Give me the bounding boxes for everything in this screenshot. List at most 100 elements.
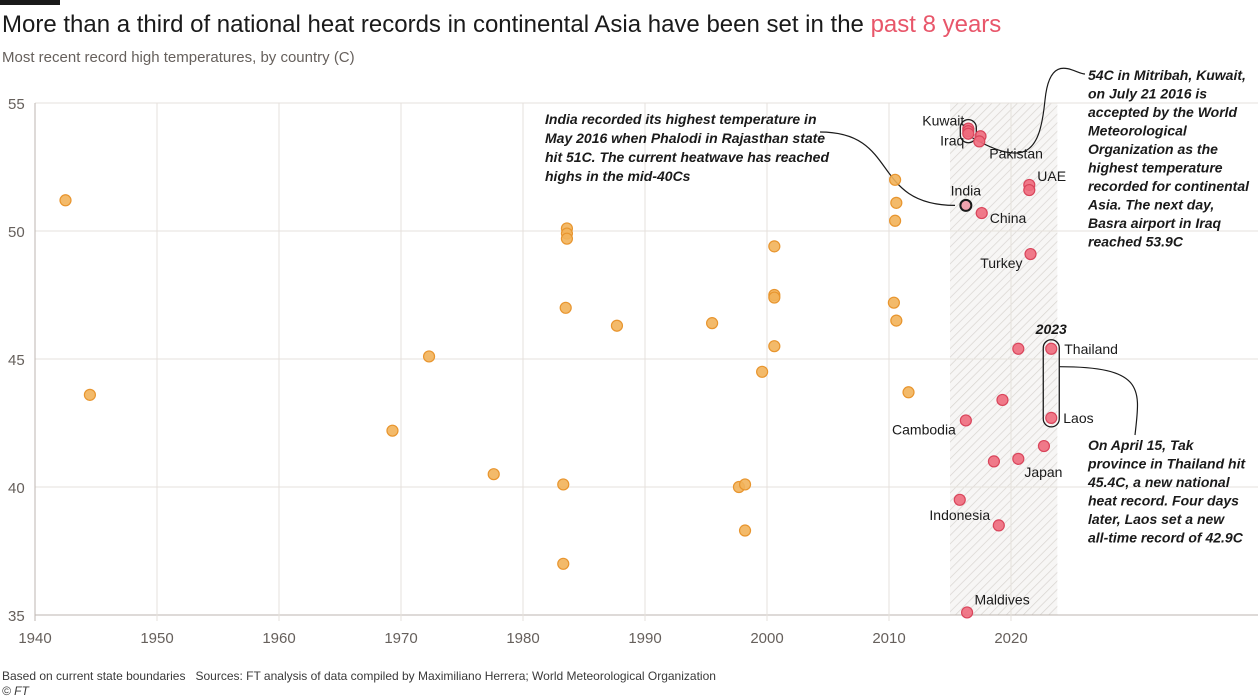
thailand-annotation-leader bbox=[1059, 366, 1139, 436]
point-older bbox=[768, 340, 781, 353]
point-label-indonesia: Indonesia bbox=[929, 507, 990, 523]
point-older bbox=[738, 478, 752, 491]
point-label-cambodia: Cambodia bbox=[892, 421, 956, 437]
x-tick-label: 2000 bbox=[750, 630, 783, 647]
india-annotation: India recorded its highest temperature i… bbox=[545, 111, 829, 184]
point-labels: Kuwait Iraq Pakistan UAE India China Turkey Tha… bbox=[892, 113, 1118, 608]
scatter-chart: 35 40 45 50 55 1940 1950 1960 1970 1980 1990 2000 20… bbox=[8, 67, 1258, 647]
axis-tick-labels: 35 40 45 50 55 1940 1950 1960 1970 1980 1990 2000 20… bbox=[8, 96, 1028, 647]
kuwait-annotation-line: Meteorological bbox=[1088, 123, 1188, 139]
thailand-laos-annotation-line: later, Laos set a new bbox=[1088, 511, 1225, 527]
point-label-india: India bbox=[951, 182, 982, 198]
point-older bbox=[386, 424, 399, 437]
point-older bbox=[887, 296, 900, 309]
title-main-text: More than a third of national heat recor… bbox=[2, 11, 871, 38]
point-label-china: China bbox=[990, 210, 1027, 226]
thailand-laos-annotation-line: heat record. Four days bbox=[1088, 493, 1239, 509]
footer-copyright: © FT bbox=[2, 684, 29, 698]
kuwait-annotation-line: Asia. The next day, bbox=[1087, 197, 1214, 213]
point-recent bbox=[996, 393, 1009, 407]
point-label-pakistan: Pakistan bbox=[989, 145, 1043, 161]
point-older bbox=[888, 173, 902, 186]
point-label-laos: Laos bbox=[1063, 410, 1093, 426]
x-tick-label: 1970 bbox=[384, 630, 417, 647]
point-label-japan: Japan bbox=[1024, 464, 1062, 480]
y-tick-label: 55 bbox=[8, 96, 25, 113]
point-older bbox=[557, 557, 570, 570]
point-older bbox=[756, 365, 769, 378]
y-tick-label: 50 bbox=[8, 224, 25, 241]
thailand-laos-bracket bbox=[1042, 339, 1060, 428]
point-older bbox=[768, 291, 781, 304]
chart-subtitle: Most recent record high temperatures, by… bbox=[2, 49, 355, 66]
thailand-laos-annotation-line: On April 15, Tak bbox=[1088, 437, 1195, 453]
point-older bbox=[422, 350, 436, 363]
kuwait-annotation-line: reached 53.9C bbox=[1088, 234, 1184, 250]
point-older bbox=[890, 314, 903, 327]
point-recent bbox=[953, 493, 966, 506]
point-recent bbox=[1045, 342, 1058, 355]
point-recent bbox=[992, 519, 1005, 532]
x-tick-label: 1940 bbox=[18, 630, 51, 647]
india-annotation-line: highs in the mid-40Cs bbox=[545, 168, 691, 184]
point-recent bbox=[1045, 411, 1058, 424]
thailand-laos-annotation-line: 45.4C, a new national bbox=[1087, 474, 1231, 490]
point-recent bbox=[1023, 183, 1036, 197]
gridlines bbox=[34, 102, 1258, 621]
chart-title: More than a third of national heat recor… bbox=[2, 8, 1001, 42]
footer-sources-text: Sources: FT analysis of data compiled by… bbox=[195, 669, 716, 683]
point-older bbox=[888, 214, 902, 227]
point-older bbox=[560, 232, 574, 245]
thailand-laos-annotation-line: all-time record of 42.9C bbox=[1088, 530, 1244, 546]
annotation-leader-lines bbox=[819, 67, 1139, 436]
kuwait-iraq-bracket bbox=[959, 118, 977, 144]
kuwait-annotation-line: highest temperature bbox=[1088, 160, 1223, 176]
x-tick-label: 2010 bbox=[872, 630, 905, 647]
point-label-thailand: Thailand bbox=[1064, 341, 1118, 357]
x-tick-label: 1990 bbox=[628, 630, 661, 647]
india-annotation-line: India recorded its highest temperature i… bbox=[545, 111, 817, 127]
point-older bbox=[83, 388, 97, 401]
point-label-uae: UAE bbox=[1037, 168, 1066, 184]
point-older bbox=[610, 319, 624, 332]
point-label-turkey: Turkey bbox=[980, 255, 1022, 271]
kuwait-annotation-line: 54C in Mitribah, Kuwait, bbox=[1088, 67, 1246, 83]
point-recent bbox=[1012, 342, 1025, 355]
point-recent bbox=[1037, 439, 1051, 453]
point-label-maldives: Maldives bbox=[974, 591, 1029, 607]
y-tick-label: 35 bbox=[8, 608, 25, 625]
point-recent bbox=[1024, 247, 1037, 261]
title-highlight-text: past 8 years bbox=[870, 11, 1002, 38]
india-annotation-line: hit 51C. The current heatwave has reache… bbox=[545, 149, 829, 165]
kuwait-annotation-line: Organization as the bbox=[1088, 141, 1218, 157]
y-tick-label: 45 bbox=[8, 352, 25, 369]
point-recent bbox=[1012, 452, 1025, 465]
thailand-laos-annotation-line: province in Thailand hit bbox=[1087, 456, 1246, 472]
point-older bbox=[487, 468, 500, 481]
kuwait-annotation-line: Basra airport in Iraq bbox=[1088, 215, 1221, 231]
x-tick-label: 2020 bbox=[994, 630, 1027, 647]
point-recent bbox=[959, 414, 972, 427]
point-recent bbox=[975, 206, 988, 220]
x-tick-label: 1980 bbox=[506, 630, 539, 647]
kuwait-annotation-line: on July 21 2016 is bbox=[1088, 86, 1207, 102]
point-label-kuwait: Kuwait bbox=[922, 113, 964, 129]
point-older bbox=[59, 194, 72, 207]
point-label-iraq: Iraq bbox=[940, 133, 964, 149]
india-annotation-line: May 2016 when Phalodi in Rajasthan state bbox=[545, 130, 825, 146]
footer-sources: Based on current state boundaries Source… bbox=[2, 669, 716, 683]
kuwait-annotation: 54C in Mitribah, Kuwait, on July 21 2016 … bbox=[1087, 67, 1250, 250]
y-tick-label: 40 bbox=[8, 480, 25, 497]
kuwait-annotation-line: accepted by the World bbox=[1088, 104, 1238, 120]
point-older bbox=[902, 386, 915, 399]
india-annotation-leader bbox=[819, 131, 956, 206]
annotations: India recorded its highest temperature i… bbox=[545, 67, 1250, 546]
point-older bbox=[738, 524, 752, 537]
point-older bbox=[890, 196, 903, 209]
point-older bbox=[705, 317, 719, 330]
kuwait-annotation-leader bbox=[970, 67, 1086, 154]
point-older bbox=[559, 301, 572, 314]
point-recent bbox=[962, 127, 975, 140]
kuwait-annotation-line: recorded for continental bbox=[1088, 178, 1250, 194]
data-points bbox=[59, 122, 1058, 619]
